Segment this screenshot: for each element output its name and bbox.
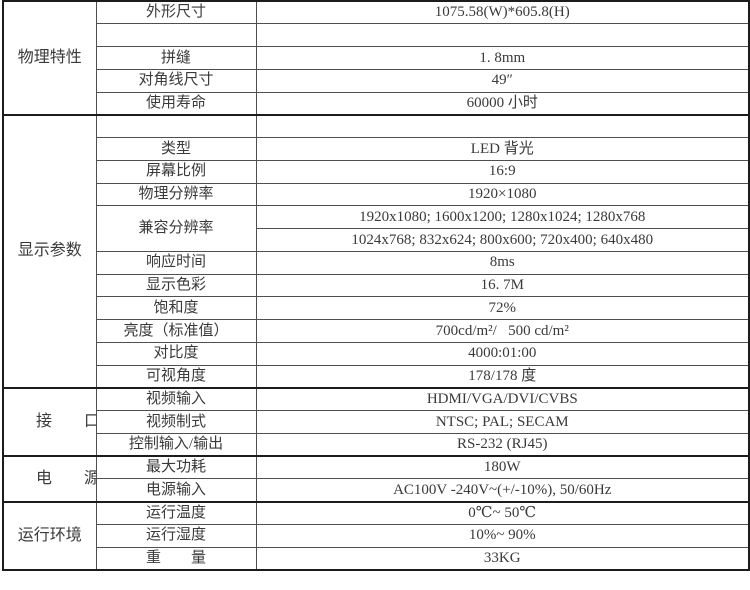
param-cell: 视频输入 [95, 387, 257, 411]
section-environment: 运行环境 运行温度 0℃~ 50℃ 运行湿度 10%~ 90% 重量 33KG [2, 500, 750, 571]
param-cell-weight: 重量 [95, 546, 257, 571]
section-interface: 接口 视频输入 HDMI/VGA/DVI/CVBS 视频制式 NTSC; PAL… [2, 387, 750, 457]
param-cell: 运行温度 [95, 501, 257, 525]
param-cell: 控制输入/输出 [95, 432, 257, 457]
category-cell-interface: 接口 [2, 387, 97, 457]
value-cell: 1920×1080 [255, 182, 750, 207]
value-cell: 49″ [255, 68, 750, 93]
value-cell: NTSC; PAL; SECAM [255, 410, 750, 434]
value-cell: HDMI/VGA/DVI/CVBS [255, 387, 750, 411]
table-row: 屏幕比例 16:9 [3, 159, 750, 184]
table-row: 显示色彩 16. 7M [3, 273, 750, 298]
table-row: 接口 视频输入 HDMI/VGA/DVI/CVBS [2, 387, 750, 457]
table-row: 物理特性 外形尺寸 1075.58(W)*605.8(H) [2, 0, 750, 116]
param-cell: 外形尺寸 [95, 0, 257, 25]
param-cell: 视频制式 [95, 410, 257, 434]
param-cell: 拼缝 [95, 46, 257, 70]
table-row: 物理分辨率 1920×1080 [3, 182, 750, 207]
value-cell: AC100V -240V~(+/-10%), 50/60Hz [255, 478, 750, 502]
value-cell: 180W [255, 455, 750, 480]
table-row: 亮度（标准值） 700cd/m²/ 500 cd/m² [3, 319, 750, 343]
param-cell: 亮度（标准值） [95, 319, 257, 343]
value-cell: 16. 7M [255, 273, 750, 298]
table-row: 电源 最大功耗 180W [2, 455, 750, 502]
category-cell-display: 显示参数 [2, 114, 97, 389]
table-row: 控制输入/输出 RS-232 (RJ45) [3, 432, 750, 457]
param-cell: 电源输入 [95, 478, 257, 502]
param-cell: 对比度 [95, 341, 257, 366]
param-cell: 类型 [95, 137, 257, 161]
param-cell: 使用寿命 [95, 91, 257, 116]
section-power: 电源 最大功耗 180W 电源输入 AC100V -240V~(+/-10%),… [2, 455, 750, 502]
category-cell-environment: 运行环境 [2, 500, 97, 571]
category-cell-physical: 物理特性 [2, 0, 97, 116]
table-row: 运行湿度 10%~ 90% [3, 523, 750, 548]
table-row: 兼容分辨率 1920x1080; 1600x1200; 1280x1024; 1… [3, 205, 750, 252]
table-row: 拼缝 1. 8mm [3, 46, 750, 70]
category-cell-power: 电源 [2, 455, 97, 502]
param-cell-empty [95, 114, 257, 138]
category-label: 电源 [36, 469, 95, 487]
param-cell: 最大功耗 [95, 455, 257, 480]
value-cell: 72% [255, 296, 750, 320]
value-cell-empty [255, 114, 750, 138]
value-cell: 16:9 [255, 159, 750, 184]
param-cell: 显示色彩 [95, 273, 257, 298]
value-cell: 0℃~ 50℃ [255, 501, 750, 525]
value-cell: 178/178 度 [255, 364, 750, 389]
param-cell: 饱和度 [95, 296, 257, 320]
table-row: 饱和度 72% [3, 296, 750, 320]
table-row: 使用寿命 60000 小时 [3, 91, 750, 116]
value-cell: 700cd/m²/ 500 cd/m² [255, 319, 750, 343]
category-label: 接口 [36, 413, 95, 431]
value-cell: 60000 小时 [255, 91, 750, 116]
table-row: 视频制式 NTSC; PAL; SECAM [3, 410, 750, 434]
section-display: 显示参数 类型 LED 背光 屏幕比例 16:9 物理分辨率 1920×1080… [2, 114, 750, 389]
table-row [3, 23, 750, 47]
value-cell: RS-232 (RJ45) [255, 432, 750, 457]
value-cell: 1075.58(W)*605.8(H) [255, 0, 750, 25]
section-physical: 物理特性 外形尺寸 1075.58(W)*605.8(H) 拼缝 1. 8mm … [2, 0, 750, 116]
table-row: 可视角度 178/178 度 [3, 364, 750, 389]
table-row: 电源输入 AC100V -240V~(+/-10%), 50/60Hz [3, 478, 750, 502]
param-cell-compatible-resolution: 兼容分辨率 [95, 205, 257, 252]
param-cell: 屏幕比例 [95, 159, 257, 184]
param-cell: 运行湿度 [95, 523, 257, 548]
param-label-weight: 重量 [145, 549, 236, 566]
value-cell: 1. 8mm [255, 46, 750, 70]
table-row: 类型 LED 背光 [3, 137, 750, 161]
param-cell: 可视角度 [95, 364, 257, 389]
param-cell: 物理分辨率 [95, 182, 257, 207]
table-row: 响应时间 8ms [3, 250, 750, 275]
value-cell: 33KG [255, 546, 750, 571]
value-cell-empty [255, 23, 750, 47]
value-cell-resolution-line2: 1024x768; 832x624; 800x600; 720x400; 640… [255, 228, 750, 252]
spec-table: 物理特性 外形尺寸 1075.58(W)*605.8(H) 拼缝 1. 8mm … [2, 0, 750, 571]
param-cell: 响应时间 [95, 250, 257, 275]
value-cell-resolution-line1: 1920x1080; 1600x1200; 1280x1024; 1280x76… [255, 205, 750, 229]
table-row: 对角线尺寸 49″ [3, 68, 750, 93]
value-cell: 8ms [255, 250, 750, 275]
table-row: 运行环境 运行温度 0℃~ 50℃ [2, 500, 750, 571]
param-cell: 对角线尺寸 [95, 68, 257, 93]
table-row: 对比度 4000:01:00 [3, 341, 750, 366]
value-cell: 4000:01:00 [255, 341, 750, 366]
value-cell: 10%~ 90% [255, 523, 750, 548]
value-cell: LED 背光 [255, 137, 750, 161]
table-row: 显示参数 [2, 114, 750, 389]
table-row: 重量 33KG [3, 546, 750, 571]
param-cell-empty [95, 23, 257, 47]
